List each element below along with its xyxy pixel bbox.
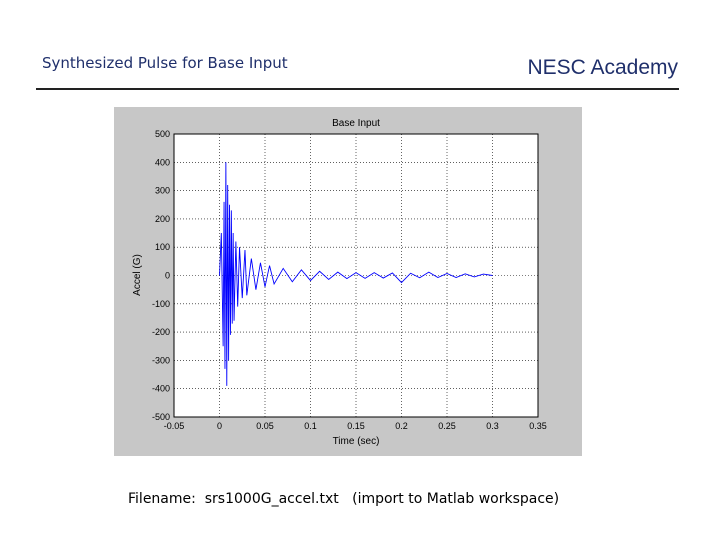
- x-tick-label: 0.35: [529, 421, 547, 431]
- x-tick-label: 0.25: [438, 421, 456, 431]
- y-axis-label: Accel (G): [132, 254, 143, 296]
- y-tick-label: -100: [152, 299, 170, 309]
- y-tick-label: 300: [155, 186, 170, 196]
- y-tick-label: 500: [155, 129, 170, 139]
- slide-title: Synthesized Pulse for Base Input: [42, 54, 288, 72]
- y-tick-label: 400: [155, 157, 170, 167]
- acceleration-series-line: [219, 162, 493, 386]
- x-tick-label: 0.1: [304, 421, 317, 431]
- y-tick-label: -200: [152, 327, 170, 337]
- y-tick-label: -400: [152, 384, 170, 394]
- base-input-chart: -0.05 0 0.05 0.1 0.15 0.2 0.25 0.3 0.35 -500 -400 -…: [132, 118, 547, 447]
- y-tick-label: 0: [165, 271, 170, 281]
- x-tick-label: 0.3: [486, 421, 499, 431]
- x-tick-label: 0.05: [256, 421, 274, 431]
- y-tick-label: 100: [155, 242, 170, 252]
- chart-title: Base Input: [332, 118, 380, 129]
- x-tick-label: -0.05: [164, 421, 185, 431]
- x-tick-label: 0: [217, 421, 222, 431]
- x-tick-label: 0.2: [395, 421, 408, 431]
- y-tick-label: 200: [155, 214, 170, 224]
- tick-labels: -0.05 0 0.05 0.1 0.15 0.2 0.25 0.3 0.35 -500 -400 -…: [152, 129, 547, 431]
- organization-title: NESC Academy: [527, 56, 678, 79]
- series-layer: [219, 162, 493, 386]
- x-tick-label: 0.15: [347, 421, 365, 431]
- y-tick-label: -300: [152, 355, 170, 365]
- y-tick-label: -500: [152, 412, 170, 422]
- filename-note: Filename: srs1000G_accel.txt (import to …: [128, 491, 560, 507]
- header-divider: [36, 88, 679, 90]
- figure-panel: -0.05 0 0.05 0.1 0.15 0.2 0.25 0.3 0.35 -500 -400 -…: [114, 107, 582, 456]
- x-axis-label: Time (sec): [333, 436, 380, 447]
